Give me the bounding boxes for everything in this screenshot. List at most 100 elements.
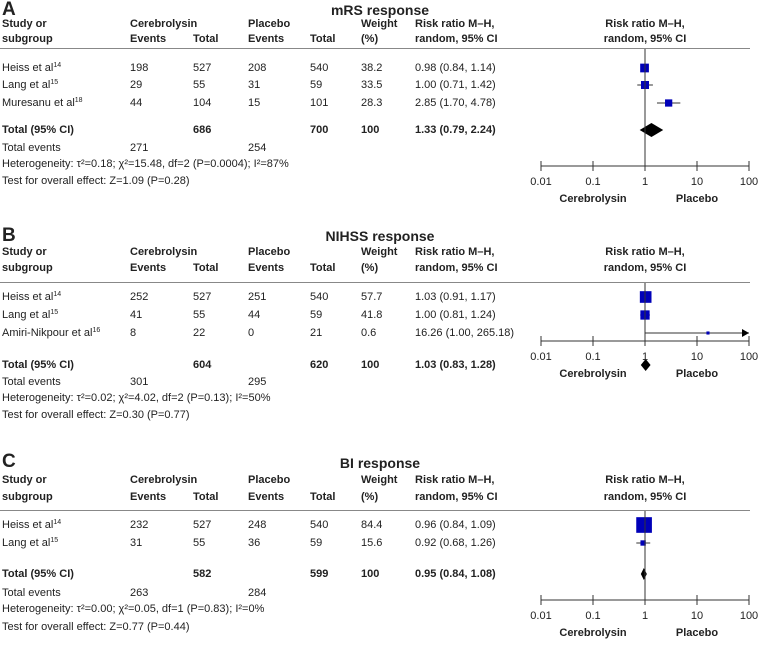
total-weight: 100 [361, 359, 380, 371]
placebo-events: 31 [248, 79, 261, 91]
risk-ratio-ci: 1.03 (0.91, 1.17) [415, 291, 496, 303]
header-risk-ratio-ci: random, 95% CI [415, 33, 498, 45]
placebo-events: 208 [248, 62, 267, 74]
header-cereb-events: Events [130, 262, 167, 274]
study-label: Muresanu et al [2, 97, 75, 109]
panel-title: mRS response [330, 2, 430, 18]
panel-letter: A [2, 0, 16, 20]
study-square [639, 291, 652, 303]
study-reference: 15 [50, 309, 59, 316]
placebo-events: 0 [248, 327, 255, 339]
x-tick-label: 0.01 [530, 610, 552, 622]
x-tick-label: 100 [739, 176, 759, 188]
risk-ratio-ci: 0.92 (0.68, 1.26) [415, 537, 496, 549]
cereb-events: 31 [130, 537, 143, 549]
heterogeneity-stats: Heterogeneity: τ²=0.18; χ²=15.48, df=2 (… [2, 158, 289, 170]
total-placebo: 599 [310, 568, 329, 580]
cereb-events: 198 [130, 62, 149, 74]
risk-ratio-ci: 16.26 (1.00, 265.18) [415, 327, 515, 339]
study-reference: 14 [53, 62, 62, 69]
panel-letter: B [2, 225, 16, 246]
placebo-total: 59 [310, 309, 323, 321]
total-events-label: Total events [2, 587, 61, 599]
header-subgroup: subgroup [2, 262, 53, 274]
study-label: Heiss et al [2, 519, 54, 531]
risk-ratio-ci: 1.00 (0.71, 1.42) [415, 79, 496, 91]
header-weight: Weight [361, 18, 398, 30]
pooled-diamond [639, 123, 664, 137]
favours-cerebrolysin-label: Cerebrolysin [559, 368, 627, 380]
header-placebo-events: Events [248, 262, 285, 274]
cereb-total: 22 [193, 327, 206, 339]
header-rule [0, 48, 750, 49]
x-tick-label: 10 [690, 351, 704, 363]
study-label: Heiss et al [2, 62, 54, 74]
total-risk-ratio-ci: 1.03 (0.83, 1.28) [415, 359, 496, 371]
total-risk-ratio-ci: 0.95 (0.84, 1.08) [415, 568, 496, 580]
header-study: Study or [2, 474, 47, 486]
weight: 28.3 [361, 97, 383, 109]
favours-cerebrolysin-label: Cerebrolysin [559, 193, 627, 205]
cereb-events: 29 [130, 79, 143, 91]
study-reference: 18 [74, 97, 83, 104]
study-square [665, 99, 673, 107]
study-name: Heiss et al14 [2, 62, 61, 74]
header-risk-ratio: Risk ratio M–H, [415, 246, 495, 258]
x-tick-label: 0.1 [585, 176, 601, 188]
heterogeneity-stats: Heterogeneity: τ²=0.00; χ²=0.05, df=1 (P… [2, 603, 265, 615]
plot-header-risk-ratio: Risk ratio M–H, [605, 18, 685, 30]
cereb-total: 55 [193, 79, 206, 91]
cereb-events: 252 [130, 291, 149, 303]
total-placebo: 620 [310, 359, 329, 371]
plot-header-ci: random, 95% CI [603, 33, 687, 45]
total-placebo-events: 254 [248, 142, 267, 154]
cereb-events: 232 [130, 519, 149, 531]
placebo-total: 101 [310, 97, 329, 109]
header-risk-ratio: Risk ratio M–H, [415, 474, 495, 486]
total-cereb: 582 [193, 568, 212, 580]
overall-effect-test: Test for overall effect: Z=1.09 (P=0.28) [2, 175, 190, 187]
study-name: Muresanu et al18 [2, 97, 83, 109]
header-placebo-events: Events [248, 33, 285, 45]
panel-title: BI response [339, 455, 421, 471]
header-weight: Weight [361, 246, 398, 258]
header-placebo-total: Total [310, 33, 336, 45]
study-label: Lang et al [2, 309, 51, 321]
header-placebo-total: Total [310, 491, 336, 503]
placebo-events: 36 [248, 537, 261, 549]
overall-effect-test: Test for overall effect: Z=0.30 (P=0.77) [2, 409, 190, 421]
header-cerebrolysin: Cerebrolysin [130, 18, 198, 30]
study-reference: 16 [92, 327, 101, 334]
cereb-events: 44 [130, 97, 143, 109]
placebo-events: 251 [248, 291, 267, 303]
total-weight: 100 [361, 124, 380, 136]
study-label: Amiri-Nikpour et al [2, 327, 93, 339]
ci-arrow [742, 329, 749, 337]
header-cerebrolysin: Cerebrolysin [130, 474, 198, 486]
header-cerebrolysin: Cerebrolysin [130, 246, 198, 258]
cereb-total: 55 [193, 309, 206, 321]
favours-cerebrolysin-label: Cerebrolysin [559, 627, 627, 639]
favours-placebo-label: Placebo [675, 193, 719, 205]
weight: 0.6 [361, 327, 377, 339]
plot-header-ci: random, 95% CI [603, 262, 687, 274]
total-cereb: 686 [193, 124, 212, 136]
header-risk-ratio: Risk ratio M–H, [415, 18, 495, 30]
header-rule [0, 510, 750, 511]
study-name: Heiss et al14 [2, 519, 61, 531]
header-cereb-total: Total [193, 491, 219, 503]
x-tick-label: 1 [641, 610, 649, 622]
plot-header-ci: random, 95% CI [603, 491, 687, 503]
weight: 41.8 [361, 309, 383, 321]
header-placebo-events: Events [248, 491, 285, 503]
heterogeneity-stats: Heterogeneity: τ²=0.02; χ²=4.02, df=2 (P… [2, 392, 271, 404]
header-risk-ratio-ci: random, 95% CI [415, 491, 498, 503]
risk-ratio-ci: 2.85 (1.70, 4.78) [415, 97, 496, 109]
x-tick-label: 100 [739, 351, 759, 363]
header-risk-ratio-ci: random, 95% CI [415, 262, 498, 274]
header-weight-pct: (%) [361, 262, 379, 274]
placebo-total: 540 [310, 291, 329, 303]
study-label: Heiss et al [2, 291, 54, 303]
